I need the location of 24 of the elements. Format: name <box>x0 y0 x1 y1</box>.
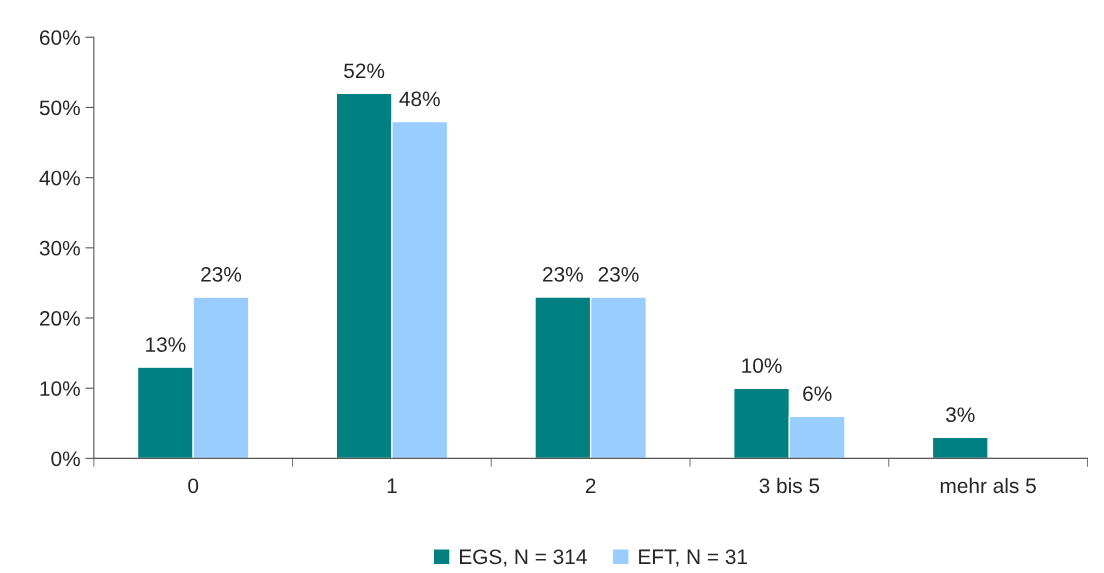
y-tick-label: 40% <box>39 170 80 186</box>
data-label: 23% <box>543 266 583 282</box>
legend-label: EFT, N = 31 <box>639 549 747 567</box>
data-label: 23% <box>201 266 242 282</box>
data-label: 6% <box>803 386 832 402</box>
y-tick-label: 30% <box>39 240 80 256</box>
x-tick-label: mehr als 5 <box>940 477 1036 494</box>
legend-label: EGS, N = 314 <box>460 549 587 567</box>
y-tick-label: 20% <box>40 311 80 326</box>
data-label: 3% <box>946 407 975 423</box>
x-tick-label: 1 <box>387 478 397 493</box>
y-tick-label: 60% <box>40 30 80 45</box>
data-label: 13% <box>146 337 186 352</box>
bar <box>931 436 989 459</box>
y-tick-label: 0% <box>51 451 80 467</box>
x-tick-label: 2 <box>585 478 596 493</box>
y-tick-label: 10% <box>40 381 80 396</box>
x-tick-label: 0 <box>188 478 199 494</box>
data-label: 10% <box>742 358 782 373</box>
data-label: 23% <box>598 266 639 282</box>
y-tick-label: 50% <box>39 100 80 116</box>
data-label: 48% <box>399 91 440 107</box>
data-label: 52% <box>344 63 385 79</box>
x-tick-label: 3 bis 5 <box>759 477 820 494</box>
